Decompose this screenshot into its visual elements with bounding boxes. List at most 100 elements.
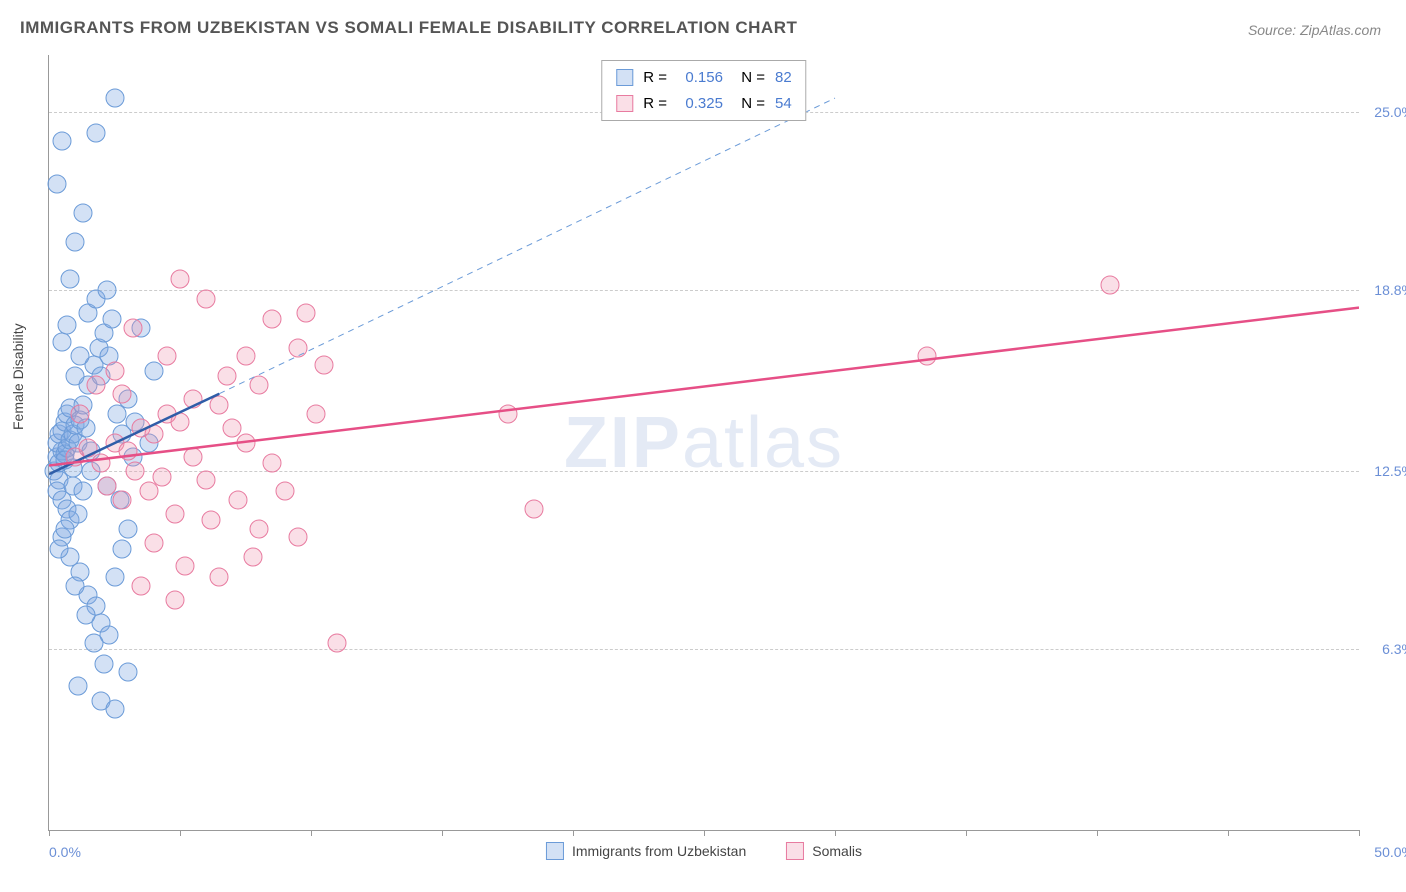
- data-point: [144, 533, 163, 552]
- data-point: [66, 232, 85, 251]
- data-point: [210, 568, 229, 587]
- data-point: [76, 605, 95, 624]
- data-point: [262, 310, 281, 329]
- x-tick: [1097, 830, 1098, 836]
- data-point: [58, 315, 77, 334]
- data-point: [307, 404, 326, 423]
- data-point: [97, 281, 116, 300]
- data-point: [66, 577, 85, 596]
- data-point: [105, 361, 124, 380]
- data-point: [66, 367, 85, 386]
- data-point: [118, 519, 137, 538]
- data-point: [131, 577, 150, 596]
- legend-item-uzbekistan: Immigrants from Uzbekistan: [546, 842, 746, 860]
- y-tick-label: 12.5%: [1374, 463, 1406, 479]
- x-tick: [704, 830, 705, 836]
- plot-area: ZIPatlas 6.3%12.5%18.8%25.0% R = 0.156 N…: [48, 55, 1359, 831]
- data-point: [71, 404, 90, 423]
- x-tick: [180, 830, 181, 836]
- data-point: [171, 269, 190, 288]
- data-point: [102, 310, 121, 329]
- data-point: [244, 548, 263, 567]
- data-point: [105, 89, 124, 108]
- data-point: [228, 490, 247, 509]
- data-point: [171, 413, 190, 432]
- y-tick-label: 6.3%: [1382, 641, 1406, 657]
- data-point: [152, 467, 171, 486]
- data-point: [1101, 275, 1120, 294]
- data-point: [176, 556, 195, 575]
- data-point: [84, 634, 103, 653]
- data-point: [95, 654, 114, 673]
- x-tick: [966, 830, 967, 836]
- data-point: [47, 175, 66, 194]
- data-point: [118, 663, 137, 682]
- data-point: [249, 519, 268, 538]
- data-point: [105, 700, 124, 719]
- data-point: [60, 269, 79, 288]
- data-point: [118, 442, 137, 461]
- data-point: [53, 132, 72, 151]
- data-point: [144, 424, 163, 443]
- data-point: [165, 505, 184, 524]
- data-point: [184, 390, 203, 409]
- x-tick: [573, 830, 574, 836]
- legend: Immigrants from Uzbekistan Somalis: [546, 842, 862, 860]
- data-point: [236, 347, 255, 366]
- gridline: [49, 471, 1359, 472]
- y-tick-label: 18.8%: [1374, 282, 1406, 298]
- x-tick: [442, 830, 443, 836]
- data-point: [87, 376, 106, 395]
- data-point: [262, 453, 281, 472]
- x-axis-min-label: 0.0%: [49, 844, 81, 860]
- data-point: [55, 519, 74, 538]
- data-point: [113, 539, 132, 558]
- data-point: [113, 490, 132, 509]
- data-point: [917, 347, 936, 366]
- chart-title: IMMIGRANTS FROM UZBEKISTAN VS SOMALI FEM…: [20, 18, 797, 38]
- data-point: [53, 333, 72, 352]
- data-point: [50, 539, 69, 558]
- gridline: [49, 290, 1359, 291]
- y-axis-label: Female Disability: [10, 323, 26, 430]
- data-point: [524, 499, 543, 518]
- data-point: [74, 482, 93, 501]
- correlation-stats-box: R = 0.156 N = 82 R = 0.325 N = 54: [601, 60, 806, 121]
- x-tick: [1359, 830, 1360, 836]
- y-tick-label: 25.0%: [1374, 104, 1406, 120]
- data-point: [74, 203, 93, 222]
- data-point: [184, 447, 203, 466]
- data-point: [498, 404, 517, 423]
- data-point: [315, 356, 334, 375]
- data-point: [296, 304, 315, 323]
- data-point: [87, 123, 106, 142]
- data-point: [68, 677, 87, 696]
- data-point: [157, 347, 176, 366]
- data-point: [126, 462, 145, 481]
- x-tick: [49, 830, 50, 836]
- data-point: [92, 453, 111, 472]
- data-point: [113, 384, 132, 403]
- data-point: [249, 376, 268, 395]
- data-point: [202, 511, 221, 530]
- data-point: [210, 396, 229, 415]
- data-point: [71, 347, 90, 366]
- data-point: [197, 289, 216, 308]
- x-tick: [1228, 830, 1229, 836]
- data-point: [288, 338, 307, 357]
- data-point: [123, 318, 142, 337]
- data-point: [165, 591, 184, 610]
- gridline: [49, 649, 1359, 650]
- source-citation: Source: ZipAtlas.com: [1248, 22, 1381, 38]
- data-point: [105, 568, 124, 587]
- data-point: [218, 367, 237, 386]
- data-point: [197, 470, 216, 489]
- x-axis-max-label: 50.0%: [1374, 844, 1406, 860]
- data-point: [288, 528, 307, 547]
- data-point: [236, 433, 255, 452]
- data-point: [97, 476, 116, 495]
- data-point: [275, 482, 294, 501]
- legend-item-somalis: Somalis: [786, 842, 862, 860]
- x-tick: [835, 830, 836, 836]
- data-point: [328, 634, 347, 653]
